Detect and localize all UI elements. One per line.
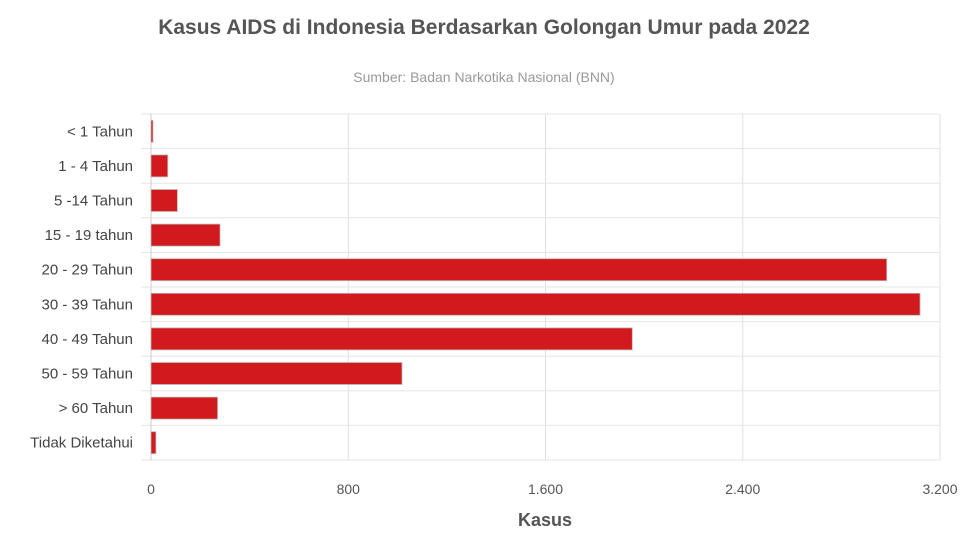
bar-50-59-tahun — [150, 362, 403, 385]
bar-30-39-tahun — [150, 292, 921, 316]
bar--1-tahun — [150, 119, 154, 143]
y-category-label: 1 - 4 Tahun — [58, 158, 133, 175]
y-category-label: Tidak Diketahui — [30, 435, 133, 452]
bar-40-49-tahun — [150, 327, 633, 351]
x-tick-label: 2.400 — [725, 481, 760, 497]
bar-15-19-tahun — [150, 223, 221, 247]
bar-20-29-tahun — [150, 258, 888, 282]
y-category-label: 5 -14 Tahun — [54, 193, 133, 210]
y-category-label: 50 - 59 Tahun — [42, 366, 133, 383]
bar-1-4-tahun — [150, 154, 169, 178]
chart-title: Kasus AIDS di Indonesia Berdasarkan Golo… — [158, 16, 810, 39]
x-axis-title: Kasus — [517, 510, 573, 530]
x-tick-label: 3.200 — [922, 481, 957, 497]
y-category-label: 40 - 49 Tahun — [42, 331, 133, 348]
y-category-label: < 1 Tahun — [67, 123, 133, 140]
x-tick-label: 0 — [147, 481, 155, 497]
y-category-label: 20 - 29 Tahun — [42, 262, 133, 279]
x-tick-label: 1.600 — [528, 481, 563, 497]
bar-5-14-tahun — [150, 189, 178, 212]
chart-subtitle: Sumber: Badan Narkotika Nasional (BNN) — [353, 69, 615, 85]
bar--60-tahun — [150, 396, 218, 420]
x-tick-label: 800 — [337, 481, 361, 497]
y-category-label: 30 - 39 Tahun — [42, 296, 133, 313]
bar-tidak-diketahui — [150, 431, 157, 455]
y-category-label: 15 - 19 tahun — [45, 227, 133, 244]
y-category-label: > 60 Tahun — [59, 400, 133, 417]
